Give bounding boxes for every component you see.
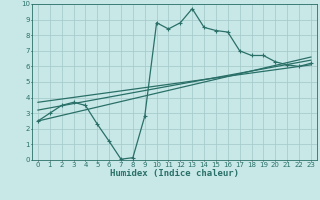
X-axis label: Humidex (Indice chaleur): Humidex (Indice chaleur) [110, 169, 239, 178]
